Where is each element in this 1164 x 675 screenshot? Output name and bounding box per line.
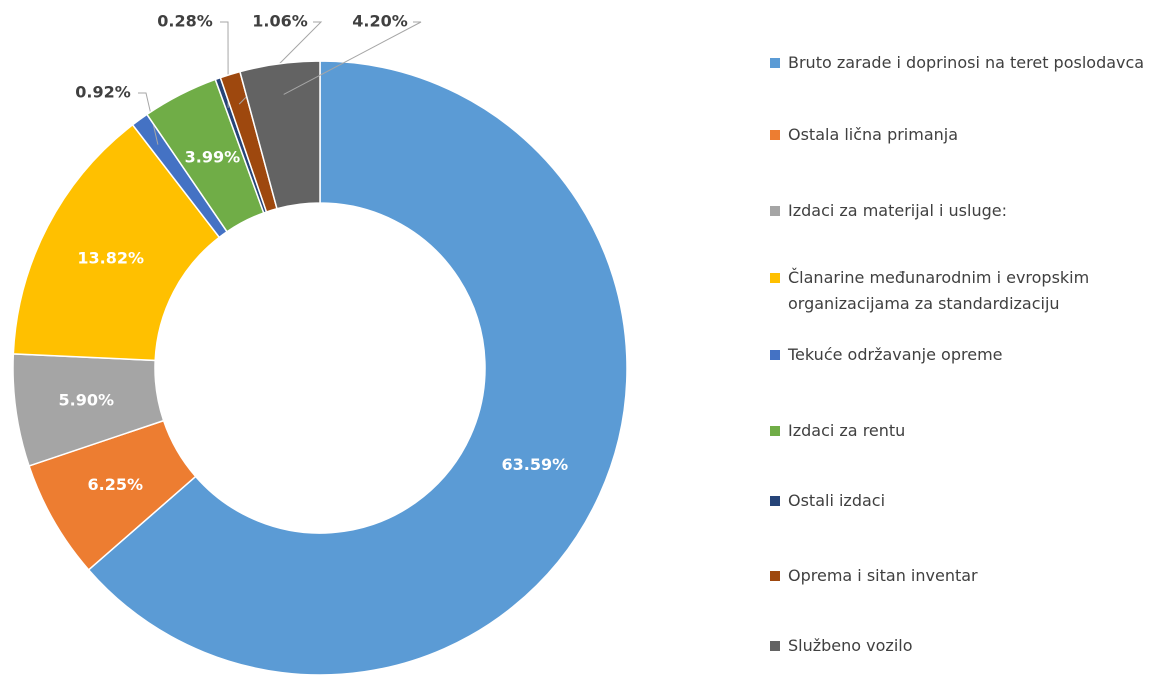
legend-swatch — [770, 130, 780, 140]
legend-swatch — [770, 426, 780, 436]
legend-swatch — [770, 496, 780, 506]
legend-swatch — [770, 641, 780, 651]
slice — [87, 60, 628, 675]
data-label: 13.82% — [77, 248, 144, 267]
legend-item: Izdaci za materijal i usluge: — [770, 198, 1164, 224]
legend-item: Izdaci za rentu — [770, 418, 1164, 444]
legend-item: Ostali izdaci — [770, 488, 1164, 514]
legend-label: Izdaci za rentu — [788, 421, 906, 440]
legend-swatch — [770, 571, 780, 581]
legend-swatch — [770, 273, 780, 283]
leader-line — [138, 92, 159, 145]
legend-item: Tekuće održavanje opreme — [770, 342, 1164, 368]
legend-label: Službeno vozilo — [788, 636, 913, 655]
legend-swatch — [770, 206, 780, 216]
legend-item: Bruto zarade i doprinosi na teret poslod… — [770, 50, 1164, 76]
legend-swatch — [770, 58, 780, 68]
slice — [239, 60, 321, 210]
legend-item: Članarine međunarodnim i evropskim organ… — [770, 265, 1164, 317]
legend-item: Oprema i sitan inventar — [770, 563, 1164, 589]
leader-line — [283, 21, 422, 95]
legend-label: Tekuće održavanje opreme — [788, 345, 1003, 364]
data-label: 5.90% — [59, 390, 115, 409]
data-label: 0.92% — [75, 83, 131, 102]
data-label: 6.25% — [88, 475, 144, 494]
data-label: 1.06% — [252, 12, 308, 31]
legend-label: Oprema i sitan inventar — [788, 566, 978, 585]
legend-item: Službeno vozilo — [770, 633, 1164, 659]
legend-label: Bruto zarade i doprinosi na teret poslod… — [788, 53, 1145, 72]
data-label: 3.99% — [185, 147, 241, 166]
data-label: 63.59% — [502, 455, 569, 474]
legend-label: Članarine međunarodnim i evropskim organ… — [788, 268, 1090, 313]
slice — [12, 123, 221, 362]
legend-label: Ostala lična primanja — [788, 125, 959, 144]
donut: 63.59% 6.25% 5.90% 13.82% 0.92% 3.99% 0.28% 1.0… — [12, 12, 628, 675]
legend-item: Ostala lična primanja — [770, 122, 1164, 148]
data-label: 4.20% — [352, 12, 408, 31]
legend-swatch — [770, 350, 780, 360]
legend-label: Izdaci za materijal i usluge: — [788, 201, 1007, 220]
data-label: 0.28% — [157, 12, 213, 31]
legend-label: Ostali izdaci — [788, 491, 886, 510]
